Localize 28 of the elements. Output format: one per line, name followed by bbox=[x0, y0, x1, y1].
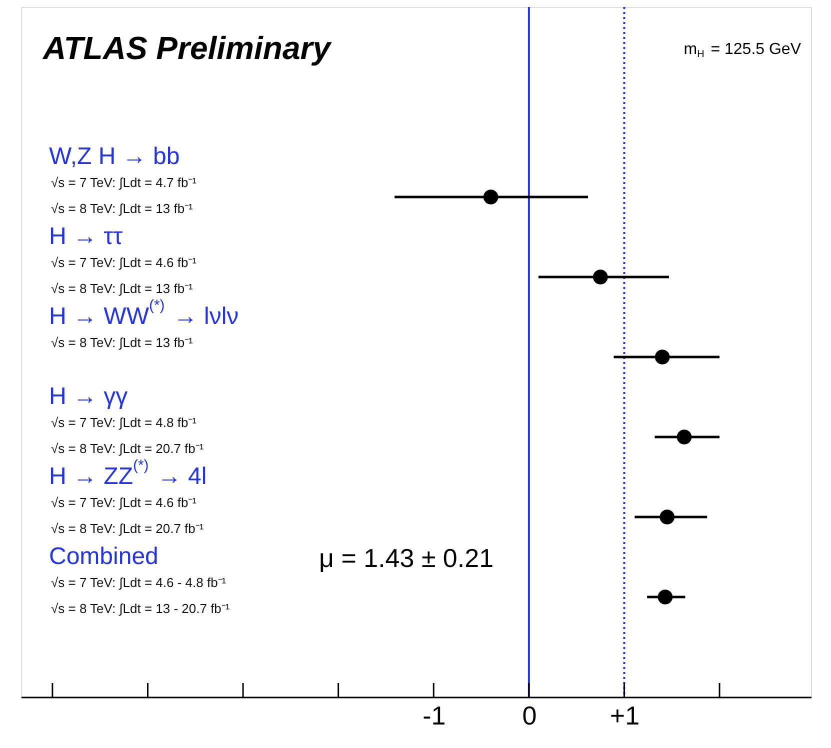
annotation: μ = 1.43 ± 0.21 bbox=[319, 543, 494, 573]
x-tick-label: -1 bbox=[422, 700, 446, 730]
annotation: √s = 7 TeV: ∫Ldt = 4.7 fb⁻¹ bbox=[51, 175, 198, 190]
annotation: √s = 7 TeV: ∫Ldt = 4.6 - 4.8 fb⁻¹ bbox=[51, 575, 227, 590]
annotation: √s = 8 TeV: ∫Ldt = 13 - 20.7 fb⁻¹ bbox=[51, 601, 230, 616]
annotation: √s = 8 TeV: ∫Ldt = 20.7 fb⁻¹ bbox=[51, 521, 204, 536]
annotation: √s = 8 TeV: ∫Ldt = 13 fb⁻¹ bbox=[51, 335, 194, 350]
annotation: √s = 8 TeV: ∫Ldt = 13 fb⁻¹ bbox=[51, 281, 194, 296]
annotation: √s = 7 TeV: ∫Ldt = 4.8 fb⁻¹ bbox=[51, 415, 198, 430]
y-tick-label: H → ττ bbox=[49, 223, 124, 250]
x-tick-label: 0 bbox=[522, 700, 537, 730]
y-tick-label: H → WW(*) → lνlν bbox=[49, 298, 239, 330]
annotation: √s = 7 TeV: ∫Ldt = 4.6 fb⁻¹ bbox=[51, 255, 198, 270]
point bbox=[676, 430, 692, 444]
point bbox=[658, 590, 673, 604]
point bbox=[592, 270, 608, 284]
point bbox=[483, 190, 498, 204]
annotation: √s = 8 TeV: ∫Ldt = 20.7 fb⁻¹ bbox=[51, 441, 204, 456]
chart-title: ATLAS Preliminary bbox=[42, 30, 333, 66]
annotation: √s = 8 TeV: ∫Ldt = 13 fb⁻¹ bbox=[51, 201, 194, 216]
x-tick-label: +1 bbox=[610, 700, 640, 730]
y-tick-label: Combined bbox=[49, 543, 158, 570]
point bbox=[654, 350, 670, 364]
y-tick-label: W,Z H → bb bbox=[49, 143, 180, 170]
annotation: √s = 7 TeV: ∫Ldt = 4.6 fb⁻¹ bbox=[51, 495, 198, 510]
point bbox=[660, 510, 675, 524]
y-tick-label: H → ZZ(*) → 4l bbox=[49, 458, 207, 490]
y-tick-label: H → γγ bbox=[49, 383, 128, 410]
